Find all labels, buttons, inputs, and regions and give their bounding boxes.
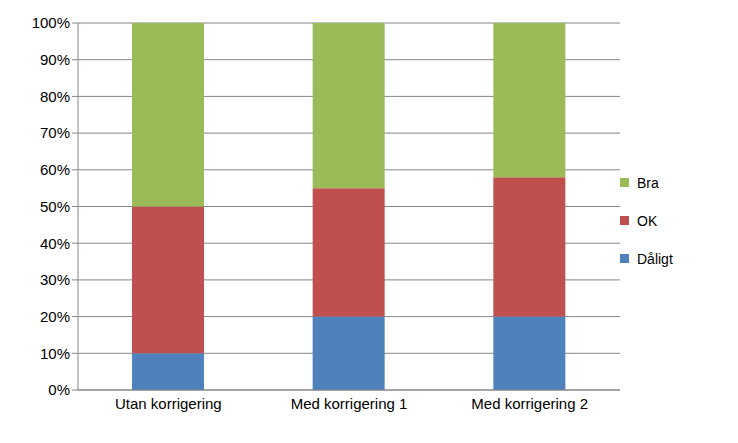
svg-text:80%: 80% [40,88,70,105]
svg-text:90%: 90% [40,51,70,68]
svg-text:30%: 30% [40,271,70,288]
svg-text:Med korrigering 2: Med korrigering 2 [471,395,588,412]
html-text:Dåligt: Dåligt [637,250,673,267]
svg-text:Utan korrigering: Utan korrigering [115,395,222,412]
svg-text:70%: 70% [40,124,70,141]
svg-text:20%: 20% [40,308,70,325]
svg-text:10%: 10% [40,345,70,362]
html-text:OK: OK [637,212,658,229]
svg-text:100%: 100% [32,14,70,31]
svg-text:50%: 50% [40,198,70,215]
svg-text:0%: 0% [48,381,70,398]
svg-text:40%: 40% [40,235,70,252]
html-text:Bra: Bra [637,174,659,191]
svg-text:60%: 60% [40,161,70,178]
svg-text:Med korrigering 1: Med korrigering 1 [291,395,408,412]
